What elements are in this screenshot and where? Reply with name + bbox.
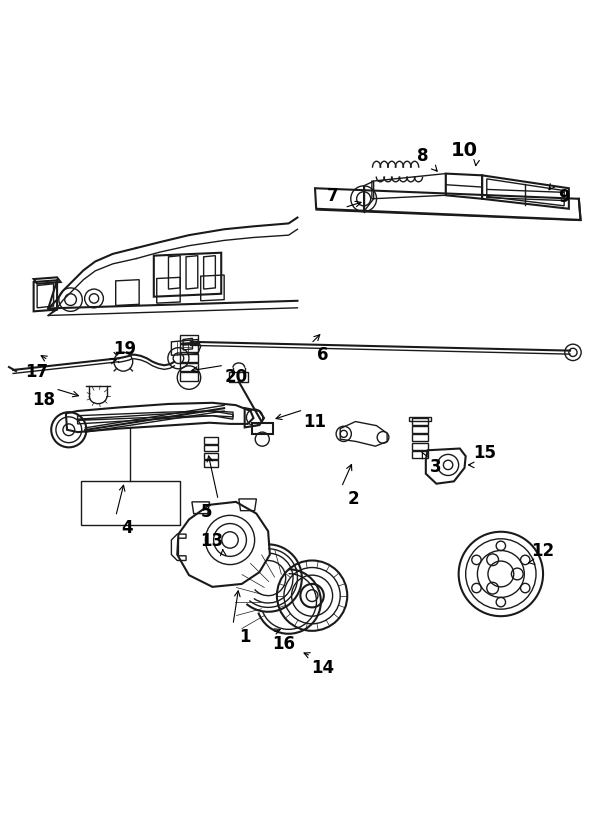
- Text: 2: 2: [348, 490, 359, 508]
- Text: 20: 20: [224, 368, 247, 386]
- Text: 7: 7: [327, 187, 339, 205]
- Text: 9: 9: [558, 188, 570, 206]
- Text: 19: 19: [113, 339, 136, 358]
- Text: 11: 11: [303, 413, 326, 431]
- Text: 15: 15: [474, 444, 497, 462]
- Text: 3: 3: [429, 458, 441, 476]
- Text: 12: 12: [531, 542, 555, 560]
- Text: 4: 4: [121, 520, 133, 538]
- Text: 16: 16: [273, 635, 296, 653]
- Text: 18: 18: [32, 391, 55, 409]
- Text: 13: 13: [200, 532, 223, 550]
- Text: 17: 17: [25, 363, 48, 381]
- Text: 5: 5: [201, 503, 212, 521]
- Text: 6: 6: [317, 346, 329, 364]
- Text: 1: 1: [239, 628, 250, 646]
- Text: 8: 8: [416, 147, 428, 165]
- Text: 14: 14: [311, 658, 334, 677]
- Text: 10: 10: [451, 141, 478, 160]
